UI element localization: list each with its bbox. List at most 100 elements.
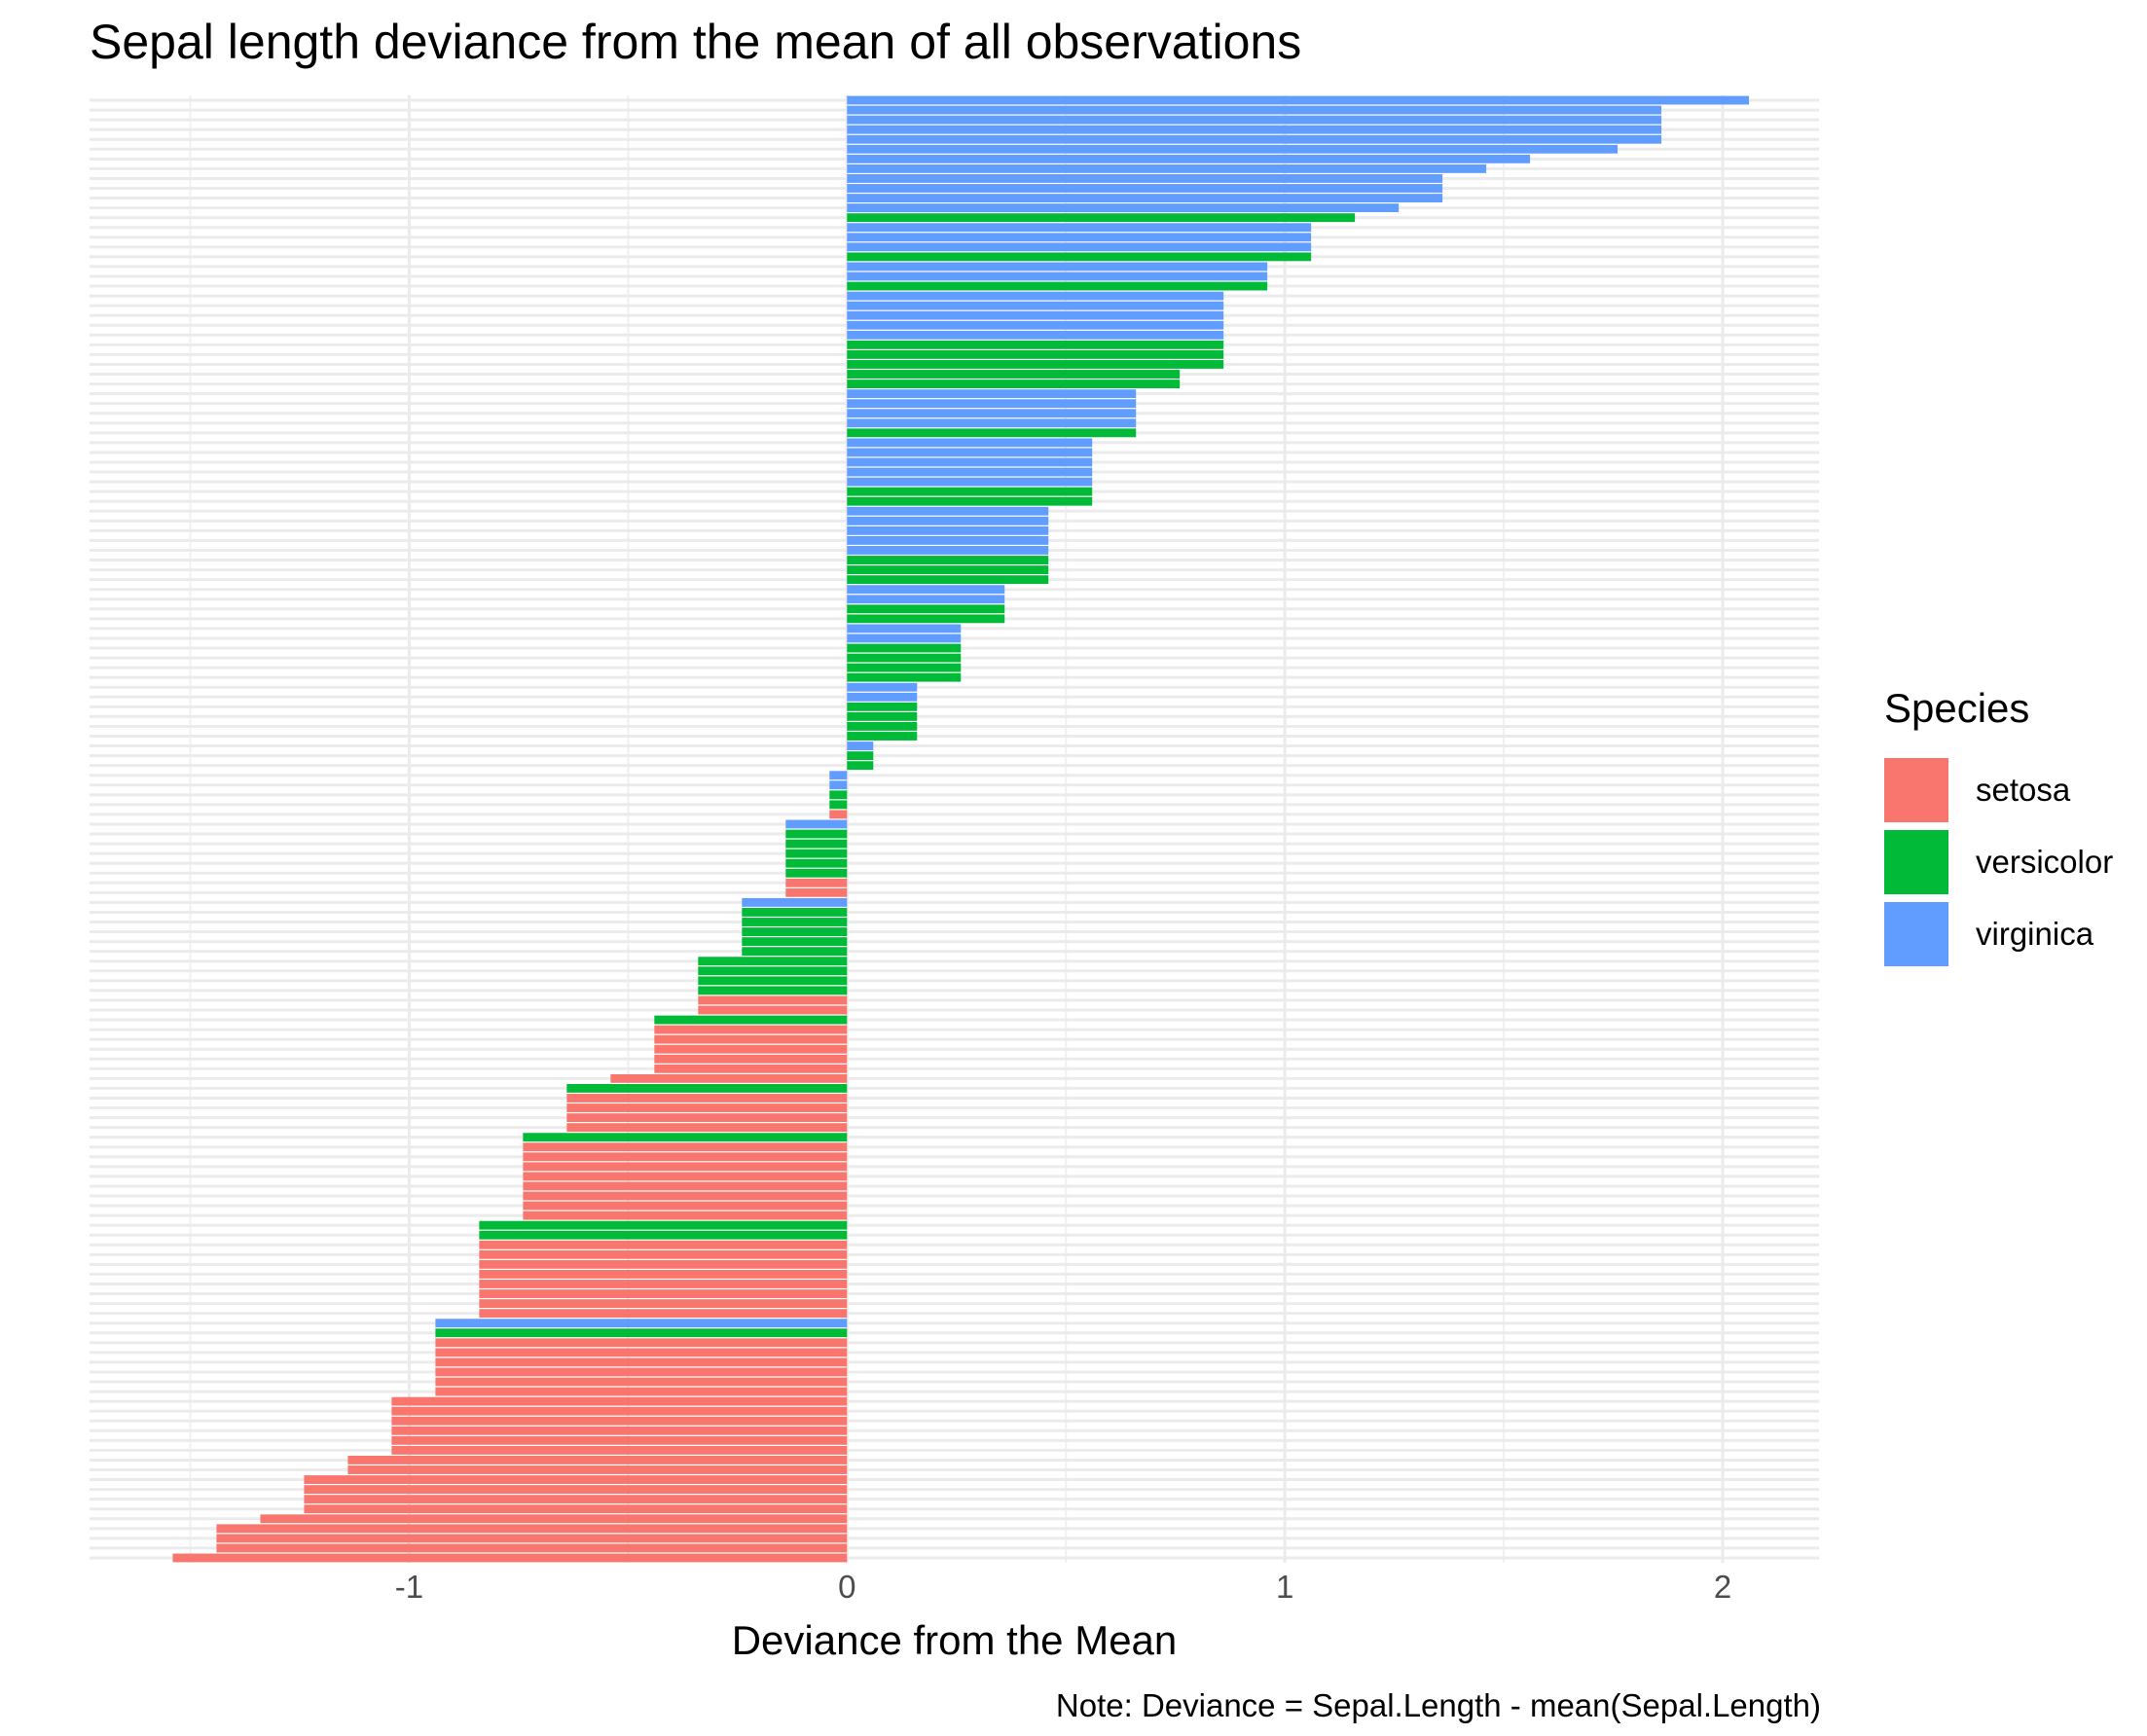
bar-setosa bbox=[479, 1249, 848, 1259]
bar-setosa bbox=[698, 995, 848, 1005]
bar-virginica bbox=[847, 585, 1005, 595]
bar-virginica bbox=[847, 154, 1531, 163]
bar-versicolor bbox=[785, 858, 848, 868]
bar-setosa bbox=[523, 1201, 848, 1211]
bar-setosa bbox=[698, 1005, 848, 1015]
bar-virginica bbox=[847, 516, 1049, 525]
bar-setosa bbox=[479, 1270, 848, 1279]
bar-versicolor bbox=[829, 800, 848, 810]
bar-setosa bbox=[304, 1495, 848, 1504]
bar-virginica bbox=[847, 301, 1224, 310]
bar-setosa bbox=[523, 1211, 848, 1220]
bar-versicolor bbox=[847, 643, 962, 653]
chart-caption: Note: Deviance = Sepal.Length - mean(Sep… bbox=[1055, 1687, 1821, 1723]
x-tick-label: -1 bbox=[395, 1569, 423, 1605]
bar-versicolor bbox=[847, 496, 1093, 506]
bar-virginica bbox=[847, 457, 1093, 467]
bar-versicolor bbox=[785, 849, 848, 858]
bar-virginica bbox=[829, 771, 848, 780]
bar-virginica bbox=[829, 780, 848, 790]
bar-versicolor bbox=[847, 575, 1049, 585]
bar-setosa bbox=[391, 1426, 848, 1435]
bar-setosa bbox=[347, 1465, 848, 1474]
bar-virginica bbox=[847, 105, 1662, 115]
bar-setosa bbox=[566, 1094, 848, 1103]
bar-versicolor bbox=[847, 487, 1093, 496]
bar-setosa bbox=[479, 1280, 848, 1288]
bar-versicolor bbox=[847, 653, 962, 663]
x-tick-label: 0 bbox=[838, 1569, 855, 1605]
bar-versicolor bbox=[847, 252, 1312, 262]
bar-setosa bbox=[654, 1064, 848, 1073]
bar-virginica bbox=[847, 448, 1093, 457]
bar-versicolor bbox=[847, 751, 874, 761]
bar-versicolor bbox=[847, 360, 1224, 369]
bar-setosa bbox=[391, 1406, 848, 1416]
bar-versicolor bbox=[698, 957, 848, 966]
bar-versicolor bbox=[847, 349, 1224, 359]
bar-setosa bbox=[523, 1142, 848, 1152]
bar-virginica bbox=[742, 897, 848, 907]
bar-virginica bbox=[847, 125, 1662, 134]
bar-virginica bbox=[847, 310, 1224, 320]
bar-versicolor bbox=[654, 1015, 848, 1025]
bar-virginica bbox=[785, 819, 848, 829]
bar-versicolor bbox=[847, 663, 962, 672]
bar-versicolor bbox=[847, 428, 1137, 438]
bar-versicolor bbox=[847, 732, 918, 741]
bar-setosa bbox=[435, 1357, 848, 1367]
bar-virginica bbox=[847, 233, 1312, 242]
bar-setosa bbox=[304, 1485, 848, 1495]
bar-setosa bbox=[654, 1034, 848, 1044]
bar-versicolor bbox=[847, 711, 918, 721]
bar-setosa bbox=[216, 1543, 848, 1553]
bar-setosa bbox=[829, 810, 848, 819]
legend-label-setosa: setosa bbox=[1976, 772, 2071, 808]
bar-setosa bbox=[172, 1553, 848, 1563]
bar-versicolor bbox=[479, 1230, 848, 1240]
bar-setosa bbox=[216, 1524, 848, 1534]
bar-versicolor bbox=[698, 966, 848, 976]
bar-setosa bbox=[391, 1396, 848, 1406]
bar-versicolor bbox=[829, 790, 848, 800]
bar-setosa bbox=[435, 1387, 848, 1396]
bar-setosa bbox=[654, 1025, 848, 1034]
bar-setosa bbox=[523, 1181, 848, 1191]
bar-versicolor bbox=[847, 556, 1049, 564]
bar-virginica bbox=[847, 467, 1093, 477]
bar-versicolor bbox=[742, 947, 848, 957]
legend-item-virginica: virginica bbox=[1884, 899, 2113, 969]
bar-versicolor bbox=[479, 1220, 848, 1230]
bar-setosa bbox=[566, 1123, 848, 1133]
bar-virginica bbox=[847, 223, 1312, 233]
bar-virginica bbox=[847, 633, 962, 643]
bar-versicolor bbox=[847, 722, 918, 731]
bar-versicolor bbox=[566, 1083, 848, 1093]
legend-label-virginica: virginica bbox=[1976, 916, 2094, 952]
bar-setosa bbox=[435, 1367, 848, 1377]
bar-versicolor bbox=[698, 976, 848, 986]
bar-virginica bbox=[847, 506, 1049, 516]
bar-versicolor bbox=[698, 986, 848, 995]
bar-virginica bbox=[847, 546, 1049, 555]
bar-versicolor bbox=[847, 614, 1005, 624]
bar-virginica bbox=[847, 134, 1662, 144]
bar-versicolor bbox=[742, 937, 848, 947]
bar-setosa bbox=[654, 1044, 848, 1054]
bar-versicolor bbox=[847, 565, 1049, 575]
bar-setosa bbox=[216, 1534, 848, 1543]
bar-setosa bbox=[654, 1054, 848, 1064]
bar-virginica bbox=[847, 692, 918, 702]
bar-virginica bbox=[847, 115, 1662, 125]
bar-setosa bbox=[260, 1514, 848, 1524]
bar-setosa bbox=[523, 1172, 848, 1181]
bar-virginica bbox=[847, 741, 874, 750]
legend-label-versicolor: versicolor bbox=[1976, 844, 2114, 880]
bar-versicolor bbox=[847, 380, 1181, 388]
bar-setosa bbox=[304, 1504, 848, 1514]
legend: Species setosa versicolor virginica bbox=[1884, 685, 2113, 971]
bar-versicolor bbox=[847, 702, 918, 711]
bar-setosa bbox=[566, 1113, 848, 1122]
bar-virginica bbox=[847, 624, 962, 633]
bar-virginica bbox=[847, 525, 1049, 535]
